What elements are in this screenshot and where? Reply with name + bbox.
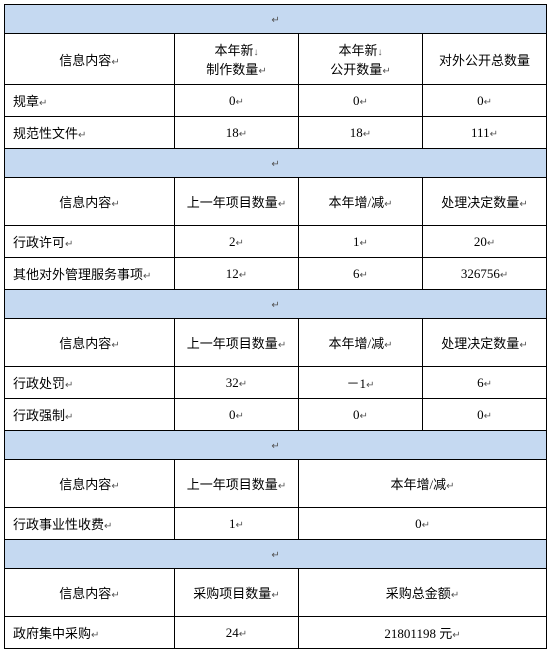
s2-h2: 上一年项目数量↵ [175,178,299,226]
section2-header-row: ↵ [5,149,547,178]
section4-cols: 信息内容↵ 上一年项目数量↵ 本年增/减↵ [5,460,547,508]
s3-h1: 信息内容↵ [5,319,175,367]
s1-r1-v2: 0↵ [299,85,423,117]
s2-row2: 其他对外管理服务事项↵ 12↵ 6↵ 326756↵ [5,258,547,290]
s3-r1-label: 行政处罚↵ [5,367,175,399]
s2-r1-label: 行政许可↵ [5,226,175,258]
s3-r2-v2: 0↵ [299,399,423,431]
section3-header-row: ↵ [5,290,547,319]
s1-r2-label: 规范性文件↵ [5,117,175,149]
s2-r2-label: 其他对外管理服务事项↵ [5,258,175,290]
s2-r2-v1: 12↵ [175,258,299,290]
s1-r1-v3: 0↵ [423,85,547,117]
section3-blue-header: ↵ [5,290,547,319]
s2-r2-v2: 6↵ [299,258,423,290]
s1-row1: 规章↵ 0↵ 0↵ 0↵ [5,85,547,117]
s3-r2-label: 行政强制↵ [5,399,175,431]
s2-h1: 信息内容↵ [5,178,175,226]
s5-row1: 政府集中采购↵ 24↵ 21801198 元↵ [5,617,547,649]
s1-h1: 信息内容↵ [5,34,175,85]
section1-cols: 信息内容↵ 本年新↓制作数量↵ 本年新↓公开数量↵ 对外公开总数量 [5,34,547,85]
s4-r1-v1: 1↵ [175,508,299,540]
s4-row1: 行政事业性收费↵ 1↵ 0↵ [5,508,547,540]
s1-r2-v2: 18↵ [299,117,423,149]
s1-h3: 本年新↓公开数量↵ [299,34,423,85]
s5-r1-label: 政府集中采购↵ [5,617,175,649]
s5-r1-v1: 24↵ [175,617,299,649]
s1-h4: 对外公开总数量 [423,34,547,85]
s3-r1-v1: 32↵ [175,367,299,399]
s4-h1: 信息内容↵ [5,460,175,508]
s2-row1: 行政许可↵ 2↵ 1↵ 20↵ [5,226,547,258]
s1-r2-v3: 111↵ [423,117,547,149]
s5-h3: 采购总金额↵ [299,569,547,617]
s1-r1-label: 规章↵ [5,85,175,117]
s2-r2-v3: 326756↵ [423,258,547,290]
s4-r1-v2: 0↵ [299,508,547,540]
section5-cols: 信息内容↵ 采购项目数量↵ 采购总金额↵ [5,569,547,617]
s2-r1-v2: 1↵ [299,226,423,258]
s4-h3: 本年增/减↵ [299,460,547,508]
s3-h4: 处理决定数量↵ [423,319,547,367]
s3-h3: 本年增/减↵ [299,319,423,367]
s1-row2: 规范性文件↵ 18↵ 18↵ 111↵ [5,117,547,149]
section5-header-row: ↵ [5,540,547,569]
s3-h2: 上一年项目数量↵ [175,319,299,367]
s3-r1-v2: －1↵ [299,367,423,399]
section3-cols: 信息内容↵ 上一年项目数量↵ 本年增/减↵ 处理决定数量↵ [5,319,547,367]
s1-r1-v1: 0↵ [175,85,299,117]
s1-h2: 本年新↓制作数量↵ [175,34,299,85]
s5-r1-v2: 21801198 元↵ [299,617,547,649]
section1-blue-header: ↵ [5,5,547,34]
s3-row2: 行政强制↵ 0↵ 0↵ 0↵ [5,399,547,431]
s3-r2-v3: 0↵ [423,399,547,431]
section2-cols: 信息内容↵ 上一年项目数量↵ 本年增/减↵ 处理决定数量↵ [5,178,547,226]
s2-h4: 处理决定数量↵ [423,178,547,226]
s5-h2: 采购项目数量↵ [175,569,299,617]
s5-h1: 信息内容↵ [5,569,175,617]
s2-h3: 本年增/减↵ [299,178,423,226]
section5-blue-header: ↵ [5,540,547,569]
s4-r1-label: 行政事业性收费↵ [5,508,175,540]
s2-r1-v1: 2↵ [175,226,299,258]
section4-blue-header: ↵ [5,431,547,460]
s3-r1-v3: 6↵ [423,367,547,399]
main-table: ↵ 信息内容↵ 本年新↓制作数量↵ 本年新↓公开数量↵ 对外公开总数量 规章↵ … [4,4,547,649]
section1-header-row: ↵ [5,5,547,34]
s3-row1: 行政处罚↵ 32↵ －1↵ 6↵ [5,367,547,399]
s2-r1-v3: 20↵ [423,226,547,258]
section2-blue-header: ↵ [5,149,547,178]
s3-r2-v1: 0↵ [175,399,299,431]
s4-h2: 上一年项目数量↵ [175,460,299,508]
section4-header-row: ↵ [5,431,547,460]
s1-r2-v1: 18↵ [175,117,299,149]
